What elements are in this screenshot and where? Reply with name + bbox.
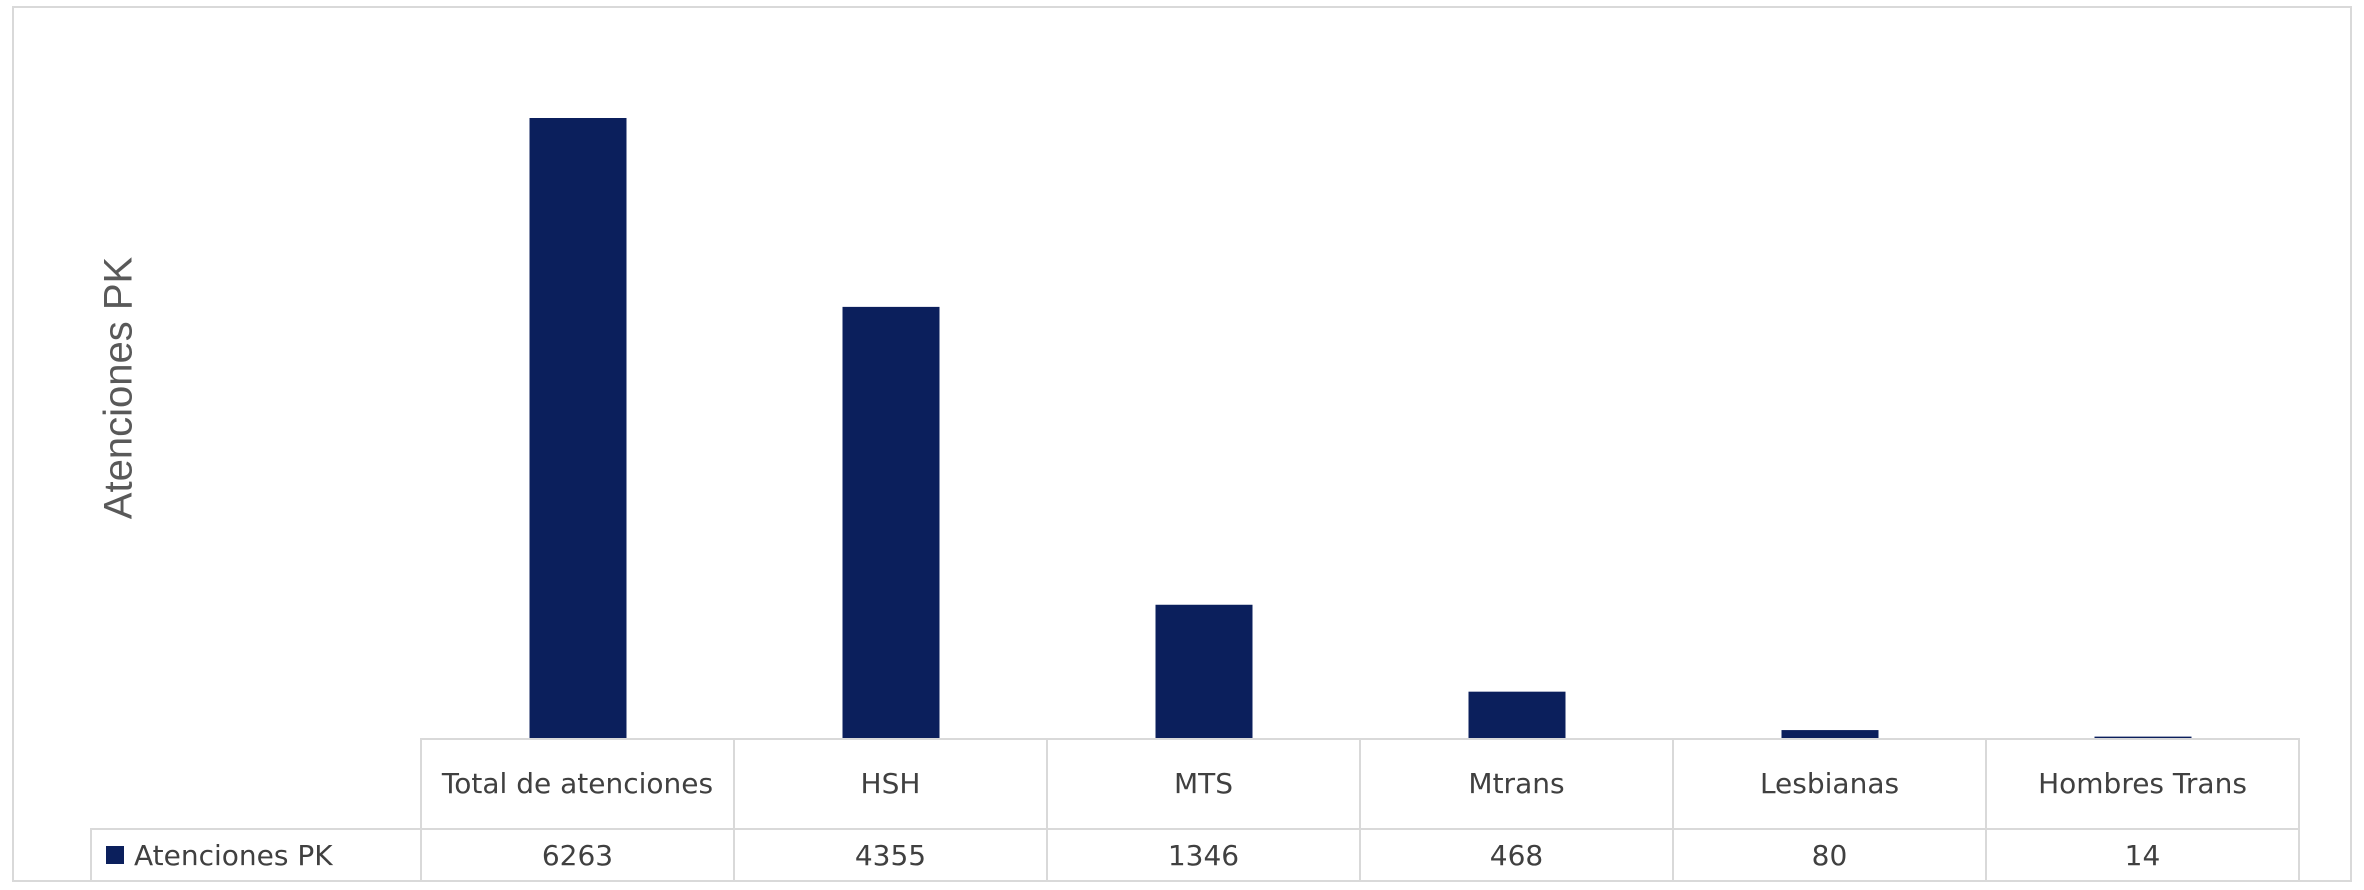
category-label: Mtrans [1359, 738, 1674, 830]
category-label: Total de atenciones [420, 738, 735, 830]
data-value: 80 [1672, 828, 1987, 882]
category-label: Lesbianas [1672, 738, 1987, 830]
bar-mts [1155, 604, 1253, 738]
category-label: HSH [733, 738, 1048, 830]
category-row: Total de atenciones HSH MTS Mtrans Lesbi… [91, 738, 2300, 830]
bar-lesbianas [1781, 730, 1879, 738]
data-value: 468 [1359, 828, 1674, 882]
legend-swatch [106, 845, 124, 864]
category-label: MTS [1046, 738, 1361, 830]
bar-hombres-trans [2094, 736, 2192, 738]
table-corner [91, 739, 422, 830]
data-value: 1346 [1046, 828, 1361, 882]
data-value: 6263 [420, 828, 735, 882]
value-row: Atenciones PK 6263 4355 1346 468 80 14 [90, 828, 2300, 882]
bar-hsh [842, 306, 940, 738]
data-value: 14 [1985, 828, 2300, 882]
data-table: Total de atenciones HSH MTS Mtrans Lesbi… [90, 738, 2300, 882]
legend-entry: Atenciones PK [90, 828, 422, 882]
bar-total-de-atenciones [529, 118, 627, 738]
data-value: 4355 [733, 828, 1048, 882]
legend-label: Atenciones PK [134, 838, 333, 872]
bar-mtrans [1468, 691, 1566, 738]
category-label: Hombres Trans [1985, 738, 2300, 830]
